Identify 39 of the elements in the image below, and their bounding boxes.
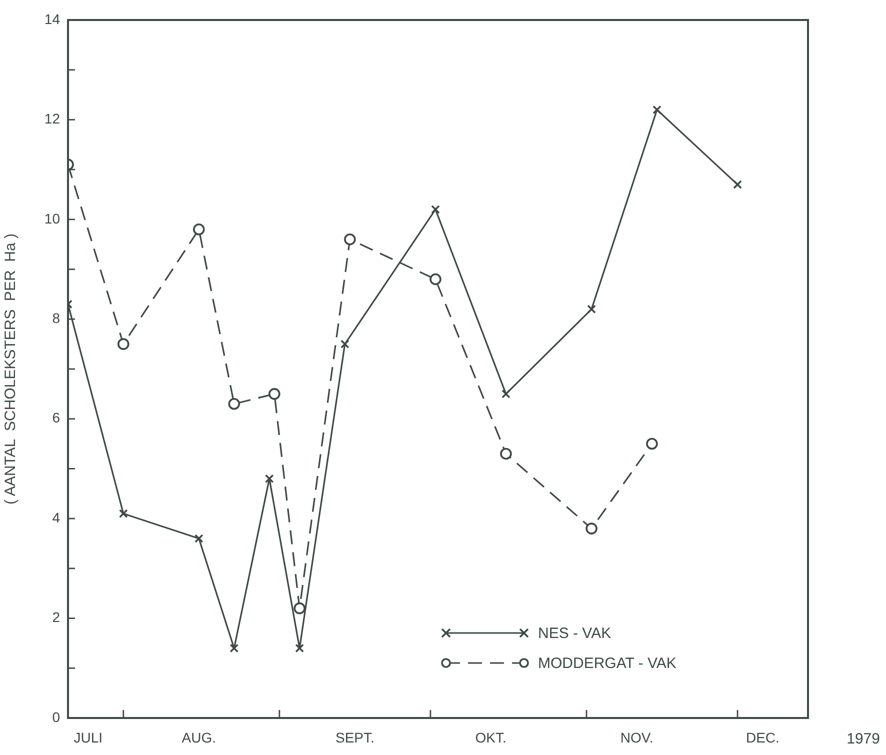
point bbox=[228, 398, 240, 410]
y-tick-label: 4 bbox=[52, 509, 60, 526]
y-tick-label: 2 bbox=[52, 609, 60, 626]
point bbox=[430, 273, 442, 286]
y-tick-label: 0 bbox=[52, 708, 60, 725]
x-tick-label: AUG. bbox=[182, 729, 216, 746]
point bbox=[295, 644, 304, 653]
point bbox=[192, 224, 205, 236]
point bbox=[294, 602, 306, 614]
y-tick-label: 12 bbox=[44, 110, 60, 127]
y-tick-label: 14 bbox=[44, 10, 60, 27]
point bbox=[646, 438, 658, 450]
y-tick-label: 8 bbox=[52, 310, 60, 326]
point bbox=[344, 233, 356, 246]
point bbox=[652, 105, 662, 114]
point bbox=[500, 448, 512, 460]
point bbox=[117, 338, 130, 350]
legend-label: NES - VAK bbox=[538, 624, 612, 642]
point bbox=[340, 340, 350, 349]
y-axis-title: ( AANTAL SCHOLEKSTERS PER Ha ) bbox=[2, 234, 20, 504]
x-tick-label: SEPT. bbox=[335, 729, 374, 746]
point bbox=[733, 180, 742, 189]
point bbox=[586, 522, 598, 534]
point bbox=[587, 304, 596, 314]
point bbox=[264, 474, 274, 484]
point bbox=[230, 644, 239, 653]
legend-label: MODDERGAT - VAK bbox=[538, 654, 676, 672]
point bbox=[431, 205, 440, 214]
x-tick-label: OKT. bbox=[475, 729, 506, 746]
y-tick-label: 6 bbox=[52, 410, 60, 426]
x-tick-label: NOV. bbox=[620, 729, 654, 746]
point bbox=[194, 534, 204, 543]
point bbox=[502, 389, 510, 398]
point bbox=[118, 509, 128, 518]
y-tick-label: 10 bbox=[44, 210, 60, 226]
text: 1979 bbox=[846, 730, 880, 748]
point bbox=[268, 388, 280, 400]
x-tick-label: DEC. bbox=[746, 729, 780, 746]
x-tick-label: JULI bbox=[74, 729, 103, 746]
